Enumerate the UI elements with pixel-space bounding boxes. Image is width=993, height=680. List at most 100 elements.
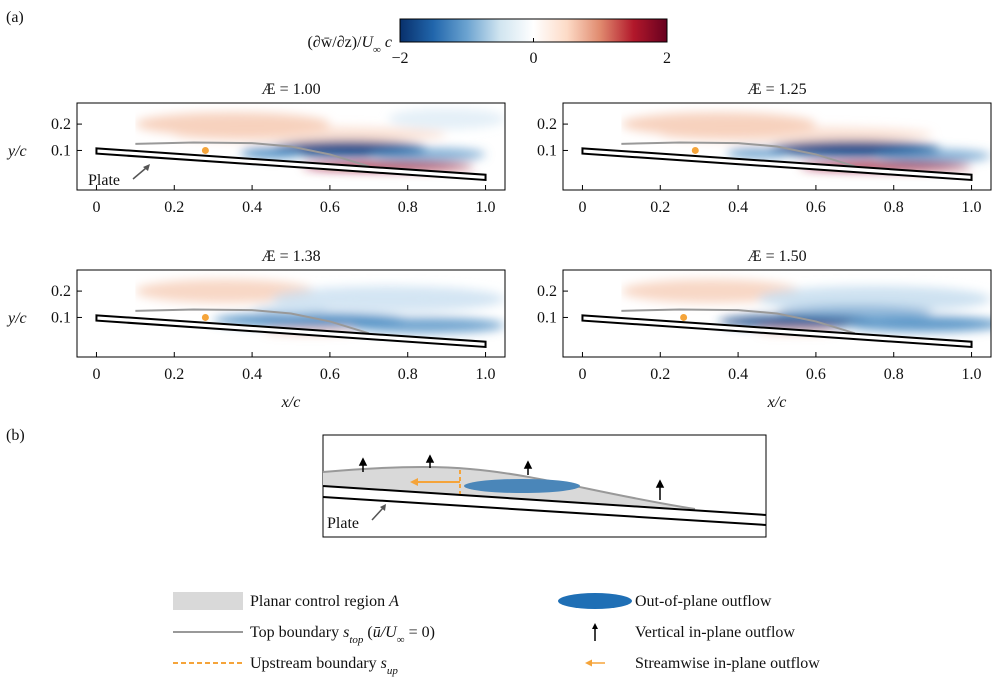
top-boundary (621, 141, 856, 168)
text-part: Planar control region (250, 593, 389, 610)
contour-blob (174, 126, 447, 143)
arrow-head (585, 659, 592, 667)
text-part: ū/U (373, 624, 398, 641)
contour-panel: 0 0.2 0.4 0.6 0.8 1.0 0.1 0.2 Æ = 1.00 y/c Plate (6, 81, 506, 216)
legend-label: Out-of-plane outflow (635, 593, 772, 610)
y-tick-label: 0.2 (537, 283, 557, 300)
field-blur (621, 112, 991, 171)
y-tick-label: 0.2 (537, 116, 557, 133)
text-part: up (387, 665, 399, 677)
y-tick-label: 0.1 (51, 309, 71, 326)
colorbar-tick-label: −2 (391, 50, 408, 67)
top-boundary (322, 465, 696, 510)
panel-label: (a) (6, 9, 24, 26)
contour-panel: 0 0.2 0.4 0.6 0.8 1.0 0.1 0.2 Æ = 1.25 (537, 81, 992, 216)
panel-title: Æ = 1.00 (261, 81, 320, 98)
arrow-head (380, 504, 386, 511)
separation-point (680, 313, 688, 321)
legend-swatch (173, 592, 243, 610)
blank-region (77, 270, 136, 357)
panel-title: Æ = 1.38 (261, 248, 320, 265)
colorbar-tick-label: 0 (530, 50, 538, 67)
x-tick-label: 0.4 (242, 366, 262, 383)
text-part: ∞ (397, 634, 405, 646)
contour-blob (135, 279, 315, 303)
text-part: s (343, 624, 349, 641)
x-tick-label: 1.0 (962, 199, 982, 216)
contour-blob (349, 317, 505, 334)
x-tick-label: 0.2 (650, 199, 670, 216)
x-tick-label: 0.8 (398, 366, 418, 383)
panel-title: Æ = 1.50 (747, 248, 806, 265)
panel-label: (b) (6, 427, 25, 444)
text-part: Out-of-plane outflow (635, 593, 772, 610)
x-tick-label: 0.6 (320, 366, 340, 383)
x-tick-label: 0.4 (242, 199, 262, 216)
legend-label: Vertical in-plane outflow (635, 624, 795, 641)
colorbar-label: (∂w̄/∂z)/U∞ c (307, 34, 392, 56)
contour-blob (874, 149, 991, 163)
contour-blob (726, 147, 789, 159)
contour-blob (368, 147, 486, 161)
plot-frame (76, 269, 506, 358)
plate (95, 314, 487, 349)
x-tick-label: 1.0 (476, 366, 496, 383)
contour-panel: 0 0.2 0.4 0.6 0.8 1.0 0.1 0.2 Æ = 1.38 y/c x/c (6, 248, 506, 411)
field (77, 103, 505, 190)
y-tick-label: 0.1 (537, 142, 557, 159)
contour-blob (621, 279, 801, 303)
text-part: Upstream boundary (250, 655, 381, 672)
text-part: top (349, 634, 364, 646)
plate (581, 314, 973, 349)
vertical-arrows (358, 454, 665, 500)
legend-label: Upstream boundary sup (250, 655, 398, 677)
text-part: A (388, 593, 399, 610)
plate-line (322, 496, 767, 526)
legend-swatch (558, 593, 632, 609)
outflow-ellipse (464, 479, 580, 493)
x-tick-label: 0 (578, 199, 586, 216)
x-tick-label: 1.0 (476, 199, 496, 216)
top-boundary (135, 141, 370, 168)
text-part: = 0) (405, 624, 435, 641)
x-axis-label: x/c (767, 394, 787, 411)
separation-point (201, 146, 209, 154)
x-axis-label: x/c (281, 394, 301, 411)
text-part: Vertical in-plane outflow (635, 624, 795, 641)
contour-blob (388, 108, 505, 130)
x-tick-label: 0.4 (728, 199, 748, 216)
text-part: Top boundary (250, 624, 343, 641)
plate (95, 147, 487, 182)
x-tick-label: 0.8 (884, 366, 904, 383)
plate-label: Plate (88, 172, 120, 189)
y-tick-label: 0.2 (51, 116, 71, 133)
y-tick-label: 0.2 (51, 283, 71, 300)
text-part: Streamwise in-plane outflow (635, 655, 820, 672)
colorbar-tick-label: 2 (663, 50, 671, 67)
x-tick-label: 0.2 (650, 366, 670, 383)
diagram: Plate (322, 434, 767, 538)
text-part: s (381, 655, 387, 672)
y-tick-label: 0.1 (537, 309, 557, 326)
field (77, 270, 505, 357)
contour-blob (271, 285, 505, 313)
x-tick-label: 0.2 (164, 366, 184, 383)
text-part: (∂w̄/∂z)/ (307, 34, 362, 51)
legend-label: Top boundary stop (ū/U∞ = 0) (250, 624, 435, 646)
x-tick-label: 0.6 (806, 366, 826, 383)
y-axis-label: y/c (6, 143, 27, 160)
field (563, 103, 991, 190)
x-tick-label: 0 (578, 366, 586, 383)
text-part: ∞ (373, 44, 381, 56)
blank-region (77, 103, 136, 190)
field-blur (621, 279, 991, 334)
plot-frame (76, 102, 506, 191)
plate (581, 147, 973, 182)
x-tick-label: 0.8 (398, 199, 418, 216)
x-tick-label: 0.6 (806, 199, 826, 216)
contour-blob (847, 316, 991, 332)
x-tick-label: 0.8 (884, 199, 904, 216)
contour-blob (660, 126, 933, 143)
contour-blob (757, 285, 991, 313)
